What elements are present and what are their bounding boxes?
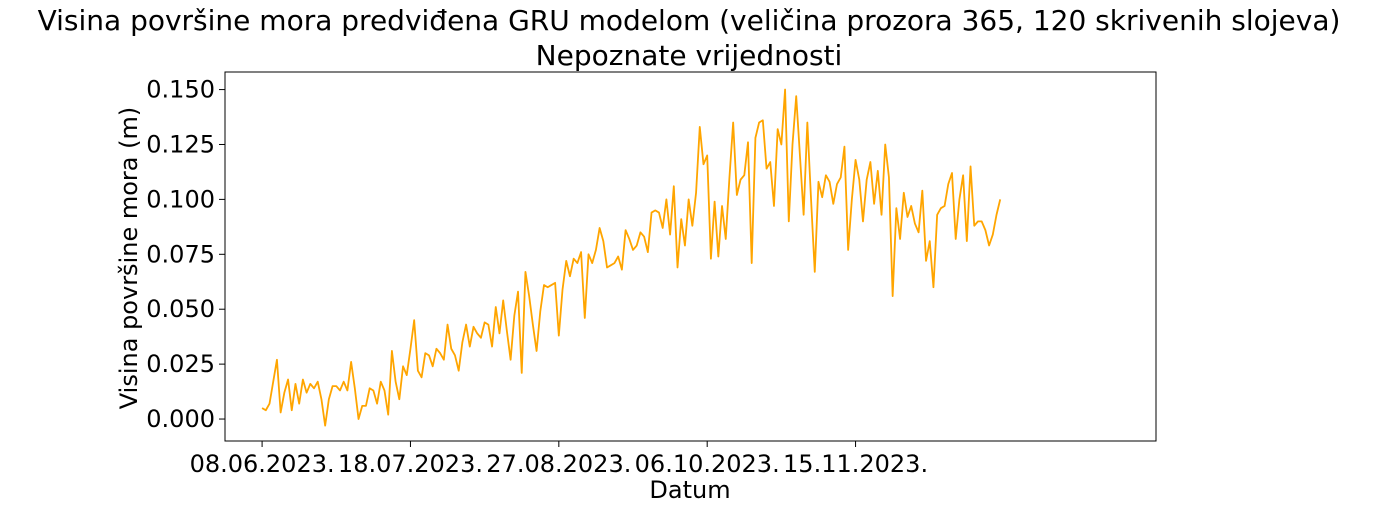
chart-subtitle: Nepoznate vrijednosti bbox=[536, 39, 843, 72]
y-tick-label: 0.150 bbox=[146, 76, 215, 104]
y-tick-label: 0.100 bbox=[146, 185, 215, 213]
x-tick-label: 15.11.2023. bbox=[783, 450, 928, 478]
y-axis-label: Visina površine mora (m) bbox=[115, 107, 143, 409]
x-tick-label: 18.07.2023. bbox=[338, 450, 483, 478]
x-tick-label: 27.08.2023. bbox=[486, 450, 631, 478]
x-axis-label: Datum bbox=[649, 476, 730, 504]
series-layer bbox=[261, 88, 1002, 427]
axes-frame bbox=[224, 71, 1157, 442]
x-tick-label: 06.10.2023. bbox=[635, 450, 780, 478]
y-tick-label: 0.025 bbox=[146, 350, 215, 378]
y-tick-label: 0.000 bbox=[146, 405, 215, 433]
chart-title: Visina površine mora predviđena GRU mode… bbox=[38, 4, 1341, 37]
y-tick-label: 0.125 bbox=[146, 130, 215, 158]
y-axis-ticks: 0.000 0.025 0.050 0.075 0.100 0.125 0.150 bbox=[146, 76, 225, 433]
plot-area bbox=[224, 71, 1157, 442]
x-axis-ticks: 08.06.2023. 18.07.2023. 27.08.2023. 06.10.2… bbox=[190, 441, 928, 478]
x-tick-label: 08.06.2023. bbox=[190, 450, 335, 478]
series-line bbox=[261, 88, 1002, 427]
y-tick-label: 0.075 bbox=[146, 240, 215, 268]
y-tick-label: 0.050 bbox=[146, 295, 215, 323]
